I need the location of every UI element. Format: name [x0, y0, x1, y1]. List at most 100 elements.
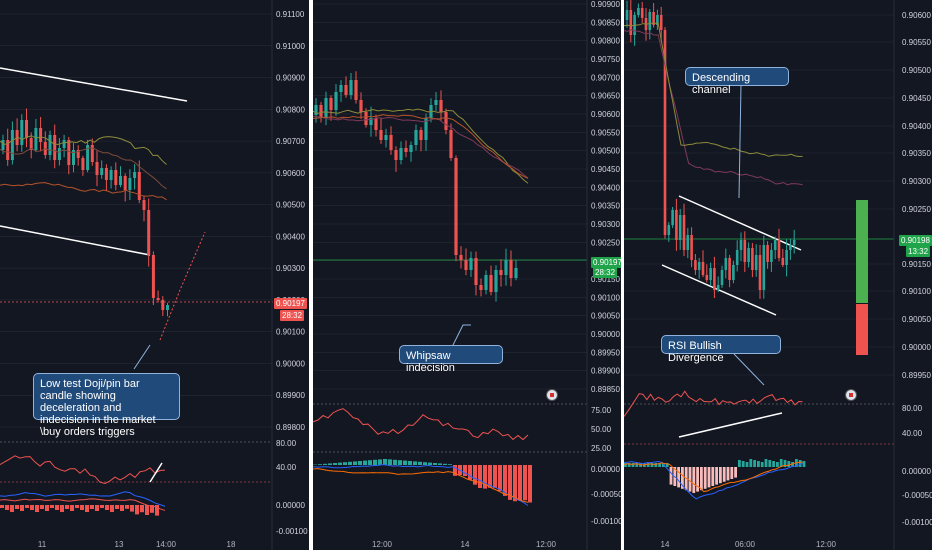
profit-zone — [856, 200, 868, 303]
macd-histogram-bar — [757, 461, 760, 467]
price-tick-label: 0.90600 — [591, 110, 620, 119]
candle-body — [766, 245, 769, 262]
candle-body — [137, 172, 141, 200]
macd-histogram-bar — [715, 467, 718, 485]
macd-histogram-bar — [150, 505, 154, 513]
price-tick-label: 0.90300 — [902, 177, 931, 186]
candle-body — [409, 145, 413, 152]
candle-body — [514, 268, 518, 278]
candle-body — [104, 168, 108, 180]
price-tick-label: 0.90600 — [902, 11, 931, 20]
candle-body — [434, 100, 438, 105]
candle-body — [369, 118, 373, 125]
macd-histogram-bar — [627, 463, 631, 467]
price-tick-label: 0.90850 — [591, 18, 620, 27]
macd-line — [313, 464, 529, 506]
candle-body — [394, 150, 398, 160]
rsi-tick-label: 75.00 — [591, 406, 612, 415]
candle-timer-label: 28:32 — [593, 267, 618, 278]
candle-body — [663, 30, 667, 235]
price-tick-label: 0.90250 — [591, 238, 620, 247]
price-tick-label: 0.90300 — [591, 220, 620, 229]
candle-body — [652, 12, 655, 25]
chart-panel-1[interactable]: 0.91100 0.91000 0.90900 0.90800 0.90700 0.906… — [0, 0, 309, 550]
chart-panel-2[interactable]: 0.90900 0.90850 0.90800 0.90750 0.90700 0.906… — [313, 0, 621, 550]
rsi-tick-label: 80.00 — [902, 404, 923, 413]
candle-body — [48, 135, 52, 155]
macd-histogram-bar — [428, 462, 432, 465]
candle-body — [637, 8, 640, 15]
macd-histogram-bar — [45, 505, 49, 511]
candle-body — [142, 200, 146, 210]
rsi-tick-label: 80.00 — [276, 439, 297, 448]
chart-canvas-1[interactable]: 0.91100 0.91000 0.90900 0.90800 0.90700 0.906… — [0, 0, 309, 550]
macd-tick-label: -0.00050 — [591, 490, 621, 499]
candle-body — [694, 260, 697, 270]
candle-body — [444, 112, 448, 130]
candle-body — [133, 172, 137, 178]
candle-body — [147, 210, 151, 255]
macd-histogram-bar — [55, 505, 59, 510]
candle-body — [53, 135, 57, 160]
macd-histogram-bar — [125, 505, 129, 509]
macd-histogram-bar — [50, 505, 54, 508]
candle-body — [701, 262, 705, 275]
flag-icon[interactable] — [845, 389, 857, 401]
price-tick-label: 0.90150 — [591, 275, 620, 284]
candle-timer-label: 13:32 — [906, 246, 931, 257]
candle-body — [39, 128, 43, 142]
channel-line-upper — [678, 195, 802, 251]
candle-body — [449, 130, 453, 158]
macd-histogram-bar — [787, 461, 791, 467]
price-tick-label: 0.90550 — [902, 38, 931, 47]
candle-body — [379, 130, 383, 140]
macd-histogram-bar — [696, 467, 699, 492]
macd-histogram-bar — [669, 467, 673, 485]
candle-body — [671, 210, 674, 225]
candle-body — [751, 248, 754, 270]
candle-body — [10, 130, 14, 160]
macd-histogram-bar — [408, 461, 412, 465]
macd-histogram-bar — [523, 465, 527, 501]
macd-histogram-bar — [25, 505, 29, 508]
candle-body — [758, 255, 762, 290]
macd-histogram-bar — [749, 459, 753, 467]
candle-body — [20, 120, 24, 145]
macd-histogram-bar — [348, 461, 352, 465]
chart-canvas-3[interactable]: 0.90600 0.90550 0.90500 0.90450 0.90400 0.903… — [624, 0, 932, 550]
candle-body — [640, 8, 644, 18]
macd-tick-label: -0.00100 — [276, 527, 308, 536]
candle-body — [770, 250, 773, 262]
macd-histogram-bar — [722, 467, 726, 482]
candle-body — [81, 158, 85, 170]
price-tick-label: 0.89950 — [902, 371, 931, 380]
macd-histogram-bar — [105, 505, 109, 510]
candle-body — [6, 140, 10, 160]
chart-panel-3[interactable]: 0.90600 0.90550 0.90500 0.90450 0.90400 0.903… — [624, 0, 932, 550]
macd-histogram-bar — [631, 463, 635, 467]
macd-histogram-bar — [333, 463, 337, 465]
current-price-label: 0.90197 — [274, 298, 307, 309]
candle-body — [735, 250, 739, 265]
price-tick-label: 0.90500 — [276, 201, 305, 210]
flag-icon[interactable] — [546, 389, 558, 401]
candle-body — [57, 148, 61, 160]
callout-low-test: Low test Doji/pin bar candle showing dec… — [33, 373, 180, 438]
macd-histogram-bar — [393, 459, 397, 465]
macd-tick-label: 0.00000 — [276, 501, 305, 510]
time-tick-label: 18 — [227, 540, 236, 549]
macd-histogram-bar — [662, 463, 665, 467]
time-tick-label: 11 — [38, 540, 47, 549]
chart-canvas-2[interactable]: 0.90900 0.90850 0.90800 0.90750 0.90700 0.906… — [313, 0, 621, 550]
macd-histogram-bar — [10, 505, 14, 512]
macd-tick-label: -0.00100 — [591, 517, 621, 526]
price-tick-label: 0.90500 — [902, 66, 931, 75]
candle-body — [29, 138, 33, 150]
macd-histogram-bar — [738, 460, 741, 467]
macd-histogram-bar — [473, 465, 477, 485]
macd-histogram-bar — [135, 505, 139, 515]
macd-line — [0, 491, 166, 507]
candle-body — [25, 120, 28, 138]
time-tick-label: 12:00 — [816, 540, 837, 549]
macd-histogram-bar — [513, 465, 517, 502]
